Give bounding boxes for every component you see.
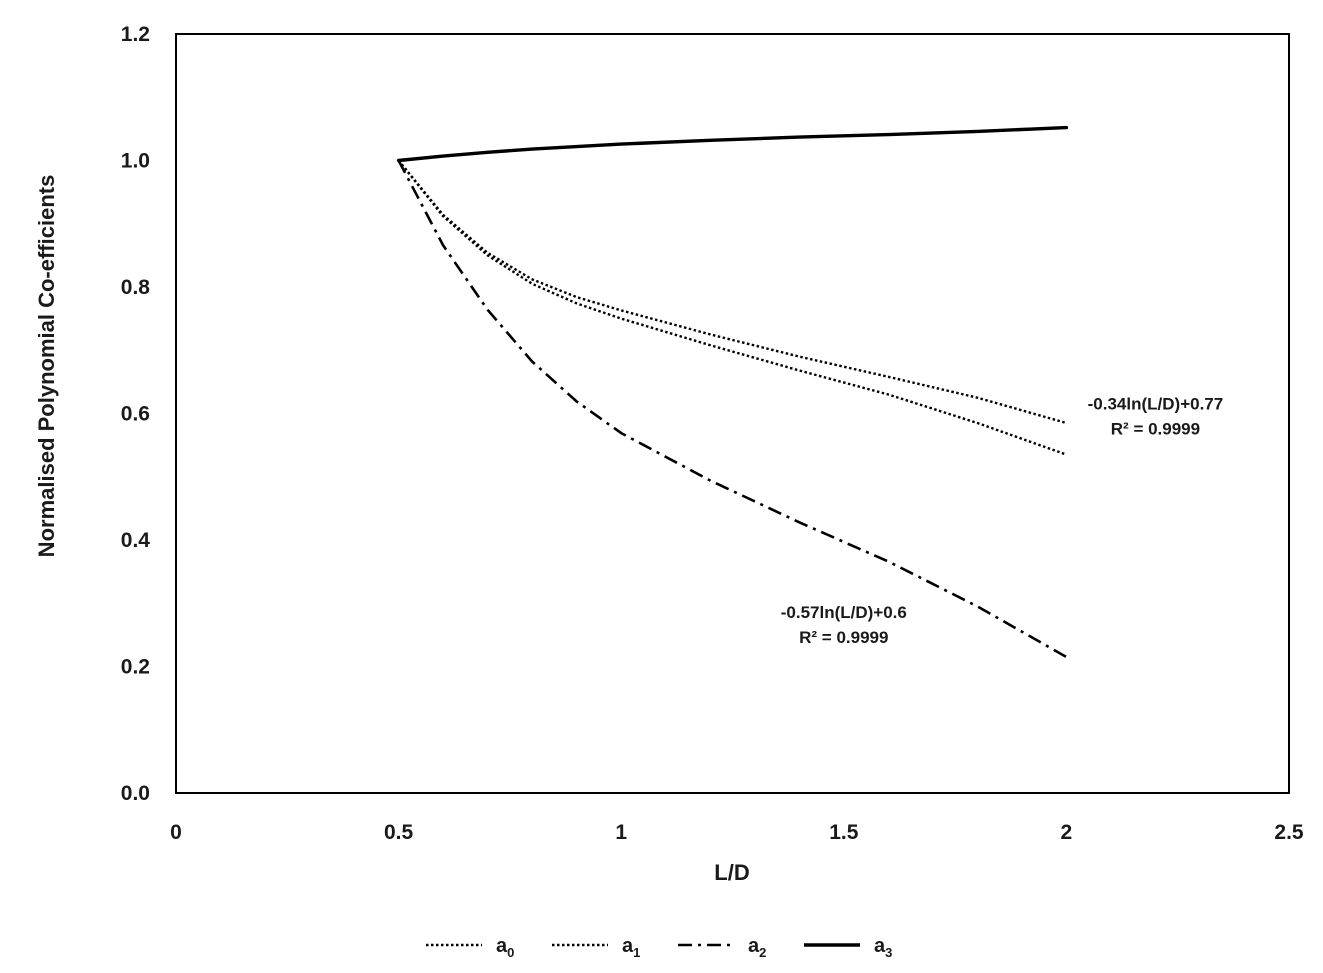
x-tick-label: 1.5: [829, 821, 859, 844]
x-tick-label: 2.5: [1274, 821, 1304, 844]
legend-label-subscript: 1: [633, 945, 640, 960]
series-line-a3: [396, 125, 1069, 163]
legend-label-base: a: [874, 935, 886, 957]
trendline-equation: -0.57ln(L/D)+0.6: [781, 603, 907, 622]
legend-label-a1: a1: [622, 935, 640, 960]
legend-label-base: a: [748, 935, 760, 957]
legend-label-a2: a2: [748, 935, 766, 960]
y-axis-tick-labels: 0.0 0.2 0.4 0.6 0.8 1.0 1.2: [121, 23, 151, 805]
x-tick-label: 1: [615, 821, 627, 844]
y-tick-label: 1.2: [121, 23, 150, 46]
trendline-r-squared: R² = 0.9999: [799, 628, 888, 647]
x-tick-label: 2: [1061, 821, 1073, 844]
y-axis-title: Normalised Polynomial Co-efficients: [34, 175, 59, 558]
series-line-a1: [397, 159, 1067, 456]
legend-label-subscript: 2: [759, 945, 766, 960]
x-tick-label: 0: [170, 821, 182, 844]
series-group: [396, 125, 1069, 659]
y-tick-label: 0.8: [121, 276, 151, 299]
x-tick-label: 0.5: [384, 821, 414, 844]
y-tick-label: 0.2: [121, 656, 150, 679]
legend-label-subscript: 0: [507, 945, 514, 960]
series-line-a2: [397, 159, 1068, 659]
legend: a0 a1 a2 a3: [426, 935, 892, 960]
trendline-annotations: -0.34ln(L/D)+0.77 R² = 0.9999 -0.57ln(L/D)…: [781, 395, 1223, 648]
legend-label-base: a: [622, 935, 634, 957]
plot-area-frame: [175, 33, 1290, 794]
y-tick-label: 1.0: [121, 150, 150, 173]
legend-label-subscript: 3: [885, 945, 892, 960]
legend-label-a3: a3: [874, 935, 892, 960]
trendline-equation: -0.34ln(L/D)+0.77: [1088, 395, 1224, 414]
x-axis-tick-labels: 0 0.5 1 1.5 2 2.5: [170, 821, 1304, 844]
y-tick-label: 0.4: [121, 529, 151, 552]
series-line-a0: [397, 159, 1067, 425]
legend-label-a0: a0: [496, 935, 514, 960]
y-tick-label: 0.0: [121, 782, 150, 805]
x-axis-title: L/D: [714, 860, 749, 885]
y-tick-label: 0.6: [121, 403, 150, 426]
trendline-r-squared: R² = 0.9999: [1111, 420, 1200, 439]
legend-label-base: a: [496, 935, 508, 957]
